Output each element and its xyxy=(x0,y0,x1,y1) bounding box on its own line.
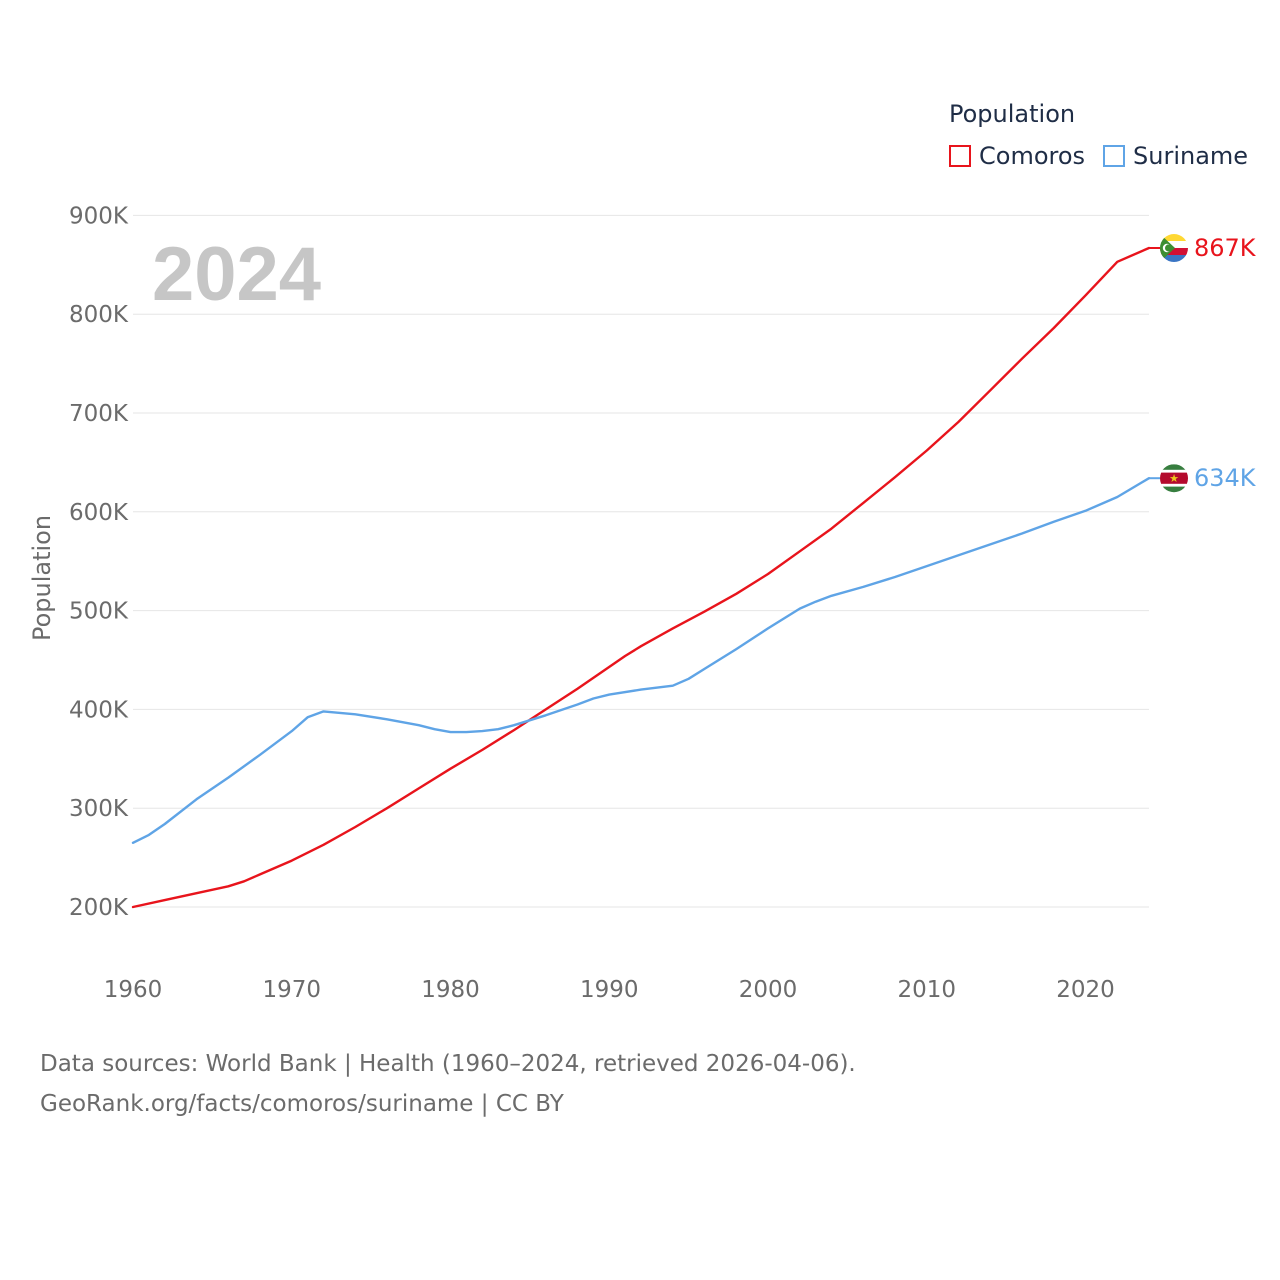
series-line-suriname xyxy=(131,477,1151,844)
y-tick-label: 700K xyxy=(69,401,129,427)
flag-stripe xyxy=(1160,248,1188,256)
source-line-2[interactable]: GeoRank.org/facts/comoros/suriname | CC … xyxy=(40,1091,564,1117)
flag-stripe xyxy=(1160,472,1188,485)
y-tick-label: 200K xyxy=(69,895,129,921)
flag-crescent-cut xyxy=(1165,244,1173,252)
grid-lines xyxy=(133,214,1149,908)
y-axis: 200K 300K 400K 500K 600K 700K 800K 900K xyxy=(69,203,129,921)
y-tick-label: 600K xyxy=(69,500,129,526)
flag-stripe xyxy=(1160,469,1188,474)
legend-swatch-suriname xyxy=(1103,145,1126,167)
flag-stripe xyxy=(1160,255,1188,263)
legend-swatch-comoros xyxy=(949,145,971,167)
suriname-flag: ★ xyxy=(1160,464,1188,493)
end-value-label: 867K xyxy=(1194,234,1257,262)
y-tick-label: 300K xyxy=(69,796,129,822)
series-line-comoros xyxy=(131,246,1151,909)
year-watermark: 2024 xyxy=(152,232,321,317)
legend-item-suriname[interactable]: Suriname xyxy=(1103,142,1248,170)
x-axis: 1960 1970 1980 1990 2000 2010 2020 xyxy=(104,977,1115,1003)
y-tick-label: 400K xyxy=(69,697,129,723)
x-tick-label: 2010 xyxy=(897,977,956,1003)
flag-star: ★ xyxy=(1169,472,1179,485)
legend-label-suriname: Suriname xyxy=(1133,142,1249,170)
end-value-label: 634K xyxy=(1194,464,1257,492)
source-note: Data sources: World Bank | Health (1960–… xyxy=(40,1044,856,1124)
flag-stripe xyxy=(1160,486,1188,493)
x-tick-label: 1960 xyxy=(104,977,163,1003)
flag-body: ★ xyxy=(1160,464,1188,493)
legend: Comoros Suriname xyxy=(949,142,1248,170)
legend-item-comoros[interactable]: Comoros xyxy=(949,142,1085,170)
end-markers: 867K ★ 634K xyxy=(1149,234,1257,493)
x-tick-label: 2020 xyxy=(1056,977,1115,1003)
legend-label-comoros: Comoros xyxy=(979,142,1086,170)
flag-stripe xyxy=(1160,241,1188,249)
comoros-flag xyxy=(1160,234,1188,263)
y-tick-label: 800K xyxy=(69,302,129,328)
x-tick-label: 1990 xyxy=(580,977,639,1003)
y-tick-label: 900K xyxy=(69,203,129,229)
x-tick-label: 1970 xyxy=(262,977,321,1003)
legend-title: Population xyxy=(949,100,1076,128)
flag-body xyxy=(1160,234,1188,263)
series-lines xyxy=(131,246,1151,909)
y-tick-label: 500K xyxy=(69,599,129,625)
x-tick-label: 2000 xyxy=(739,977,798,1003)
x-tick-label: 1980 xyxy=(421,977,480,1003)
y-axis-title: Population xyxy=(28,515,56,641)
source-line-1: Data sources: World Bank | Health (1960–… xyxy=(40,1051,856,1077)
flag-stripe xyxy=(1160,464,1188,471)
flag-stripe xyxy=(1160,483,1188,488)
flag-stripe xyxy=(1160,234,1188,242)
